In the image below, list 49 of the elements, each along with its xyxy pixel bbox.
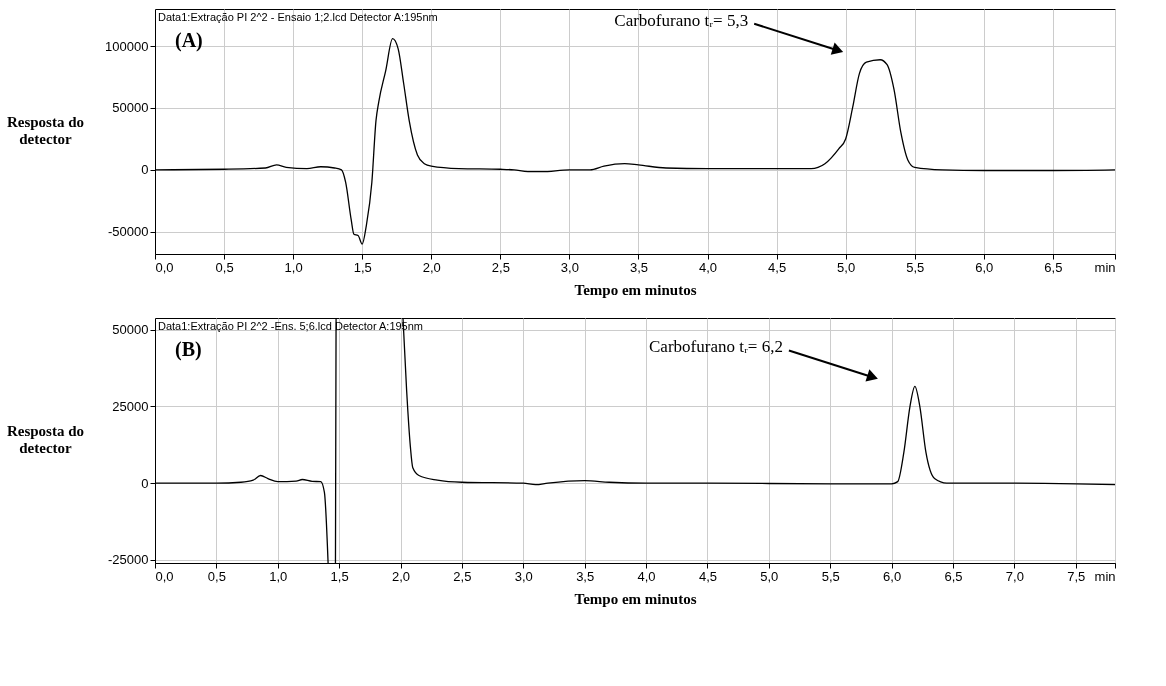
x-tick-label: 7,5 [1067, 568, 1086, 584]
x-tick-label: 6,5 [944, 568, 963, 584]
x-tick-label: 4,0 [698, 259, 718, 275]
x-tick-label: 6,5 [1044, 259, 1063, 275]
x-tick-label: 6,0 [975, 259, 994, 275]
x-tick-label: min [1094, 568, 1116, 584]
x-tick-label: 3,5 [629, 259, 648, 275]
x-tick-label: 2,0 [422, 259, 441, 275]
y-tick-label: 0 [141, 162, 149, 178]
x-tick-label: 1,5 [330, 568, 349, 584]
x-tick-label: 3,0 [514, 568, 533, 584]
x-tick-label: 4,5 [768, 259, 787, 275]
annotation: Carbofurano tᵣ= 5,3 [614, 10, 749, 30]
x-tick-label: 1,0 [269, 568, 288, 584]
y-tick-label: 25000 [112, 398, 149, 414]
x-tick-label: 0,5 [207, 568, 226, 584]
x-tick-label: 5,5 [821, 568, 840, 584]
x-tick-label: 2,5 [491, 259, 510, 275]
x-axis-title: Tempo em minutos [574, 590, 697, 607]
annotation: (A) [175, 29, 203, 52]
y-axis-title: Resposta do detector [6, 423, 85, 456]
x-tick-label: 1,5 [353, 259, 372, 275]
x-tick-label: 5,0 [837, 259, 856, 275]
annotation: (B) [175, 338, 202, 361]
x-tick-label: 0,5 [215, 259, 234, 275]
x-tick-label: 4,5 [698, 568, 717, 584]
y-tick-label: -25000 [108, 552, 149, 568]
y-axis-title: Resposta do detector [6, 114, 85, 147]
x-tick-label: 0,0 [155, 259, 174, 275]
x-tick-label: 0,0 [155, 568, 174, 584]
x-tick-label: 2,5 [453, 568, 472, 584]
y-tick-label: 50000 [112, 100, 149, 116]
x-tick-label: 6,0 [883, 568, 902, 584]
annotation: Carbofurano tᵣ= 6,2 [649, 337, 783, 357]
y-tick-label: 100000 [105, 38, 149, 54]
x-tick-label: 1,0 [284, 259, 303, 275]
x-tick-label: 3,5 [576, 568, 595, 584]
x-tick-label: 7,0 [1005, 568, 1024, 584]
x-tick-label: 5,0 [760, 568, 779, 584]
y-tick-label: -50000 [108, 224, 149, 240]
annotation: Data1:Extração PI 2^2 - Ensaio 1;2.lcd Detector A:195nm [158, 11, 438, 23]
x-tick-label: 4,0 [637, 568, 656, 584]
y-tick-label: 50000 [112, 322, 149, 338]
x-tick-label: 2,0 [391, 568, 411, 584]
x-tick-label: 3,0 [560, 259, 579, 275]
x-tick-label: min [1094, 259, 1116, 275]
x-axis-title: Tempo em minutos [574, 281, 697, 298]
x-tick-label: 5,5 [906, 259, 925, 275]
y-tick-label: 0 [141, 475, 149, 491]
